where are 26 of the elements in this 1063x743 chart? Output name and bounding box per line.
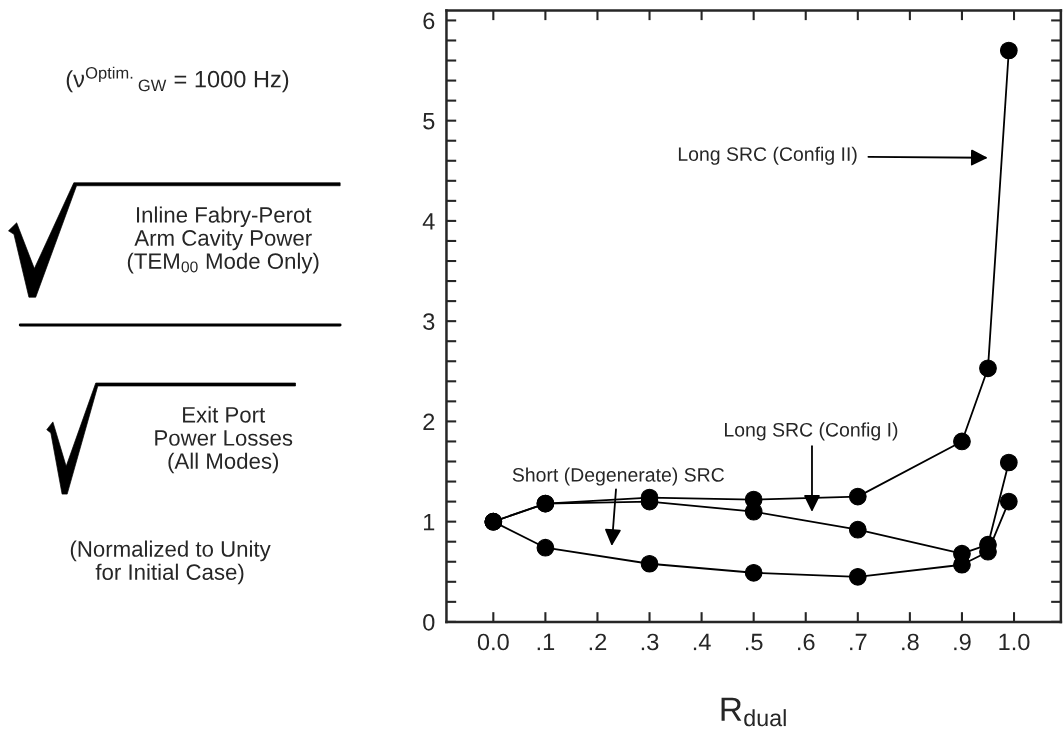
text: Inline Fabry-Perot Arm Cavity Power (TEM$_{00}$ Mode Only) xyxy=(127,206,319,274)
annotation: Long SRC (Config II) xyxy=(678,146,857,165)
annotation: Short (Degenerate) SRC xyxy=(512,467,724,486)
x-tick-label: .6 xyxy=(798,633,815,651)
y-tick-label: 4 xyxy=(422,213,435,230)
text: (Normalized to Unity for Initial Case) xyxy=(70,540,271,585)
x-tick-label: 1.0 xyxy=(999,633,1030,651)
x-tick-label: .7 xyxy=(850,633,867,651)
x-tick-label: .8 xyxy=(902,633,919,651)
x-tick-label: .1 xyxy=(537,633,555,651)
x-tick-label: .2 xyxy=(589,633,607,651)
y-tick-label: 2 xyxy=(423,413,435,430)
y-tick-label: 1 xyxy=(424,513,435,531)
y-tick-label: 3 xyxy=(423,313,435,330)
x-tick-label: .4 xyxy=(693,633,711,651)
x-axis-title: R$_{dual}$ xyxy=(721,697,786,727)
x-tick-label: 0.0 xyxy=(477,633,509,651)
y-tick-label: 6 xyxy=(423,12,435,30)
x-tick-label: .3 xyxy=(641,633,659,651)
y-tick-label: 0 xyxy=(423,613,435,631)
y-tick-label: 5 xyxy=(423,112,435,130)
annotation: Long SRC (Config I) xyxy=(725,422,898,441)
x-tick-label: .5 xyxy=(745,633,763,651)
text: (ν$^{Optim.}$$_{GW}$ = 1000 Hz) xyxy=(66,66,289,93)
x-tick-label: .9 xyxy=(954,633,971,651)
text: Exit Port Power Losses (All Modes) xyxy=(155,406,293,474)
